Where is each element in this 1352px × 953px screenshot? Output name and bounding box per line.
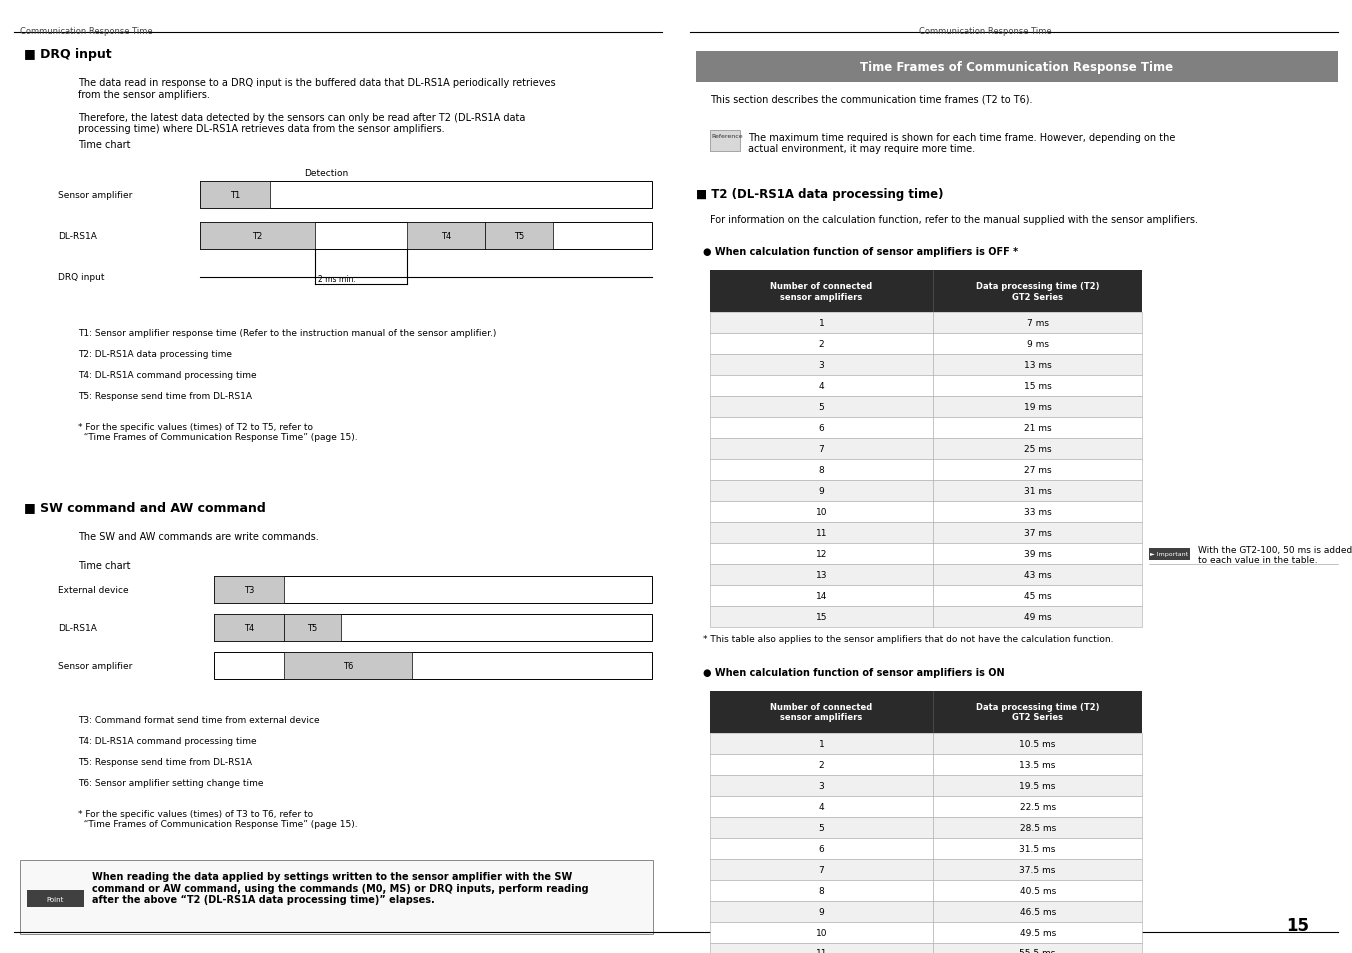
- Text: 55.5 ms: 55.5 ms: [1019, 948, 1056, 953]
- Text: ► Important: ► Important: [1151, 551, 1188, 557]
- Text: 39 ms: 39 ms: [1023, 549, 1052, 558]
- Text: Sensor amplifier: Sensor amplifier: [58, 191, 132, 200]
- Text: DL-RS1A: DL-RS1A: [58, 623, 97, 633]
- Bar: [933, 417, 1142, 438]
- Text: Therefore, the latest data detected by the sensors can only be read after T2 (DL: Therefore, the latest data detected by t…: [78, 112, 526, 134]
- Text: 15: 15: [1286, 916, 1310, 934]
- Bar: [710, 585, 933, 606]
- Text: 14: 14: [815, 591, 827, 600]
- Text: 15: 15: [815, 612, 827, 621]
- Text: With the GT2-100, 50 ms is added
to each value in the table.: With the GT2-100, 50 ms is added to each…: [1198, 545, 1352, 564]
- Bar: [710, 271, 1142, 313]
- Text: 10: 10: [815, 927, 827, 937]
- Text: T4: T4: [441, 232, 452, 241]
- Text: 6: 6: [818, 843, 825, 853]
- Bar: [933, 733, 1142, 754]
- Text: This section describes the communication time frames (T2 to T6).: This section describes the communication…: [710, 94, 1033, 104]
- Bar: [710, 754, 933, 775]
- Text: 7: 7: [818, 864, 825, 874]
- Bar: [710, 859, 933, 880]
- Bar: [933, 775, 1142, 796]
- Text: Reference: Reference: [711, 133, 742, 138]
- Text: T3: T3: [243, 585, 254, 595]
- Text: 31.5 ms: 31.5 ms: [1019, 843, 1056, 853]
- Text: DL-RS1A: DL-RS1A: [58, 232, 97, 241]
- Text: Data processing time (T2)
GT2 Series: Data processing time (T2) GT2 Series: [976, 282, 1099, 301]
- Text: The maximum time required is shown for each time frame. However, depending on th: The maximum time required is shown for e…: [748, 132, 1175, 154]
- Bar: [284, 615, 341, 641]
- Bar: [200, 182, 652, 209]
- Text: Communication Response Time: Communication Response Time: [919, 27, 1052, 35]
- Text: DRQ input: DRQ input: [58, 273, 104, 282]
- Text: T5: T5: [514, 232, 525, 241]
- Bar: [933, 796, 1142, 817]
- Bar: [933, 880, 1142, 901]
- Text: Data processing time (T2)
GT2 Series: Data processing time (T2) GT2 Series: [976, 702, 1099, 721]
- Text: T2: DL-RS1A data processing time: T2: DL-RS1A data processing time: [78, 350, 233, 358]
- Bar: [710, 733, 933, 754]
- Text: Time chart: Time chart: [78, 560, 131, 570]
- Text: 1: 1: [818, 318, 825, 328]
- Text: 13.5 ms: 13.5 ms: [1019, 760, 1056, 769]
- Bar: [933, 355, 1142, 375]
- Text: Communication Response Time: Communication Response Time: [20, 27, 153, 35]
- Bar: [214, 577, 652, 603]
- Text: ■ T2 (DL-RS1A data processing time): ■ T2 (DL-RS1A data processing time): [696, 188, 944, 201]
- Text: 2 ms min.: 2 ms min.: [318, 275, 356, 284]
- Text: External device: External device: [58, 585, 128, 595]
- Bar: [933, 585, 1142, 606]
- Text: 2: 2: [818, 339, 825, 349]
- Bar: [200, 223, 315, 250]
- Bar: [710, 131, 740, 152]
- Text: 25 ms: 25 ms: [1023, 444, 1052, 454]
- Bar: [710, 943, 933, 953]
- Bar: [933, 943, 1142, 953]
- Text: 11: 11: [815, 948, 827, 953]
- Bar: [710, 901, 933, 922]
- Text: 1: 1: [818, 739, 825, 748]
- Text: T5: Response send time from DL-RS1A: T5: Response send time from DL-RS1A: [78, 758, 253, 766]
- Text: For information on the calculation function, refer to the manual supplied with t: For information on the calculation funct…: [710, 214, 1198, 224]
- Text: T6: Sensor amplifier setting change time: T6: Sensor amplifier setting change time: [78, 779, 264, 787]
- Bar: [710, 438, 933, 459]
- Text: T5: T5: [307, 623, 318, 633]
- Bar: [200, 182, 270, 209]
- Text: * For the specific values (times) of T3 to T6, refer to
  “Time Frames of Commun: * For the specific values (times) of T3 …: [78, 809, 358, 828]
- Text: 9 ms: 9 ms: [1026, 339, 1049, 349]
- Text: 2: 2: [818, 760, 825, 769]
- Text: 22.5 ms: 22.5 ms: [1019, 801, 1056, 811]
- Text: 15 ms: 15 ms: [1023, 381, 1052, 391]
- Bar: [933, 334, 1142, 355]
- Bar: [933, 754, 1142, 775]
- Bar: [696, 52, 1338, 83]
- Text: 21 ms: 21 ms: [1023, 423, 1052, 433]
- Text: Point: Point: [47, 896, 64, 902]
- Text: 5: 5: [818, 822, 825, 832]
- Text: 40.5 ms: 40.5 ms: [1019, 885, 1056, 895]
- Bar: [933, 438, 1142, 459]
- Text: ■ SW command and AW command: ■ SW command and AW command: [24, 500, 266, 514]
- Bar: [214, 653, 652, 679]
- Bar: [933, 459, 1142, 480]
- Bar: [933, 838, 1142, 859]
- Text: 31 ms: 31 ms: [1023, 486, 1052, 496]
- Text: 3: 3: [818, 360, 825, 370]
- Text: T1: Sensor amplifier response time (Refer to the instruction manual of the senso: T1: Sensor amplifier response time (Refe…: [78, 329, 496, 337]
- Bar: [485, 223, 553, 250]
- Text: T6: T6: [343, 661, 353, 671]
- Bar: [710, 417, 933, 438]
- Text: 19.5 ms: 19.5 ms: [1019, 781, 1056, 790]
- Text: Detection: Detection: [304, 169, 349, 177]
- Bar: [933, 859, 1142, 880]
- Bar: [933, 375, 1142, 396]
- Text: * For the specific values (times) of T2 to T5, refer to
  “Time Frames of Commun: * For the specific values (times) of T2 …: [78, 422, 358, 441]
- Bar: [214, 577, 284, 603]
- Bar: [710, 375, 933, 396]
- Text: T3: Command format send time from external device: T3: Command format send time from extern…: [78, 716, 320, 724]
- Bar: [710, 355, 933, 375]
- Text: 6: 6: [818, 423, 825, 433]
- Bar: [710, 880, 933, 901]
- Text: 49 ms: 49 ms: [1023, 612, 1052, 621]
- Bar: [933, 313, 1142, 334]
- Bar: [933, 480, 1142, 501]
